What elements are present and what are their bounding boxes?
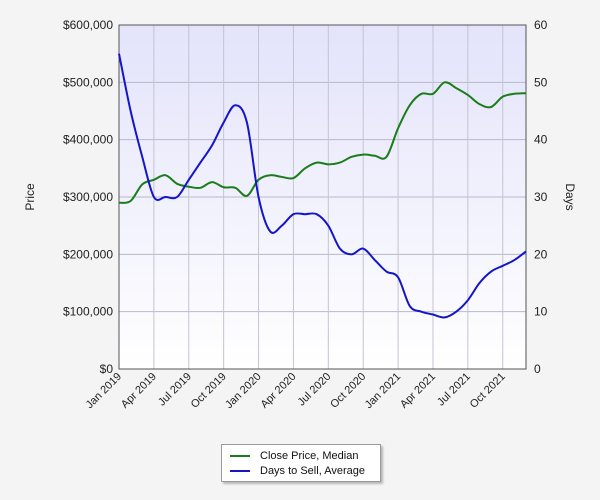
x-tick-label: Apr 2021 bbox=[398, 371, 438, 411]
legend-label-days-to-sell: Days to Sell, Average bbox=[260, 465, 365, 477]
x-tick-label: Jan 2020 bbox=[223, 371, 263, 411]
x-tick-label: Apr 2020 bbox=[258, 371, 298, 411]
y-right-tick-label: 10 bbox=[534, 305, 548, 319]
y-right-tick-label: 40 bbox=[534, 133, 548, 147]
legend-swatch-close-price bbox=[230, 455, 250, 457]
y-right-tick-label: 20 bbox=[534, 247, 548, 261]
y-right-tick-label: 50 bbox=[534, 75, 548, 89]
x-tick-label: Oct 2019 bbox=[189, 371, 229, 411]
y-right-tick-label: 0 bbox=[534, 362, 541, 376]
y-left-tick-label: $0 bbox=[100, 362, 114, 376]
x-tick-label: Apr 2019 bbox=[119, 371, 159, 411]
y-left-tick-label: $200,000 bbox=[63, 247, 113, 261]
legend-swatch-days-to-sell bbox=[230, 470, 250, 472]
y-left-tick-label: $100,000 bbox=[63, 305, 113, 319]
y-left-tick-label: $300,000 bbox=[63, 190, 113, 204]
x-tick-label: Jan 2019 bbox=[84, 371, 124, 411]
y-left-tick-label: $600,000 bbox=[63, 18, 113, 32]
y-left-tick-label: $400,000 bbox=[63, 133, 113, 147]
legend: Close Price, Median Days to Sell, Averag… bbox=[221, 444, 381, 482]
y-right-tick-label: 30 bbox=[534, 190, 548, 204]
y-right-axis-title: Days bbox=[563, 183, 577, 210]
x-tick-label: Oct 2021 bbox=[468, 371, 508, 411]
y-right-tick-label: 60 bbox=[534, 18, 548, 32]
series-line-days-to-sell bbox=[118, 53, 527, 319]
x-tick-label: Jan 2021 bbox=[363, 371, 403, 411]
y-left-axis-title: Price bbox=[23, 183, 37, 211]
y-left-tick-label: $500,000 bbox=[63, 75, 113, 89]
legend-label-close-price: Close Price, Median bbox=[260, 450, 359, 462]
series-line-close-price bbox=[118, 81, 527, 204]
x-tick-label: Oct 2020 bbox=[328, 371, 368, 411]
plot-border bbox=[118, 24, 527, 370]
